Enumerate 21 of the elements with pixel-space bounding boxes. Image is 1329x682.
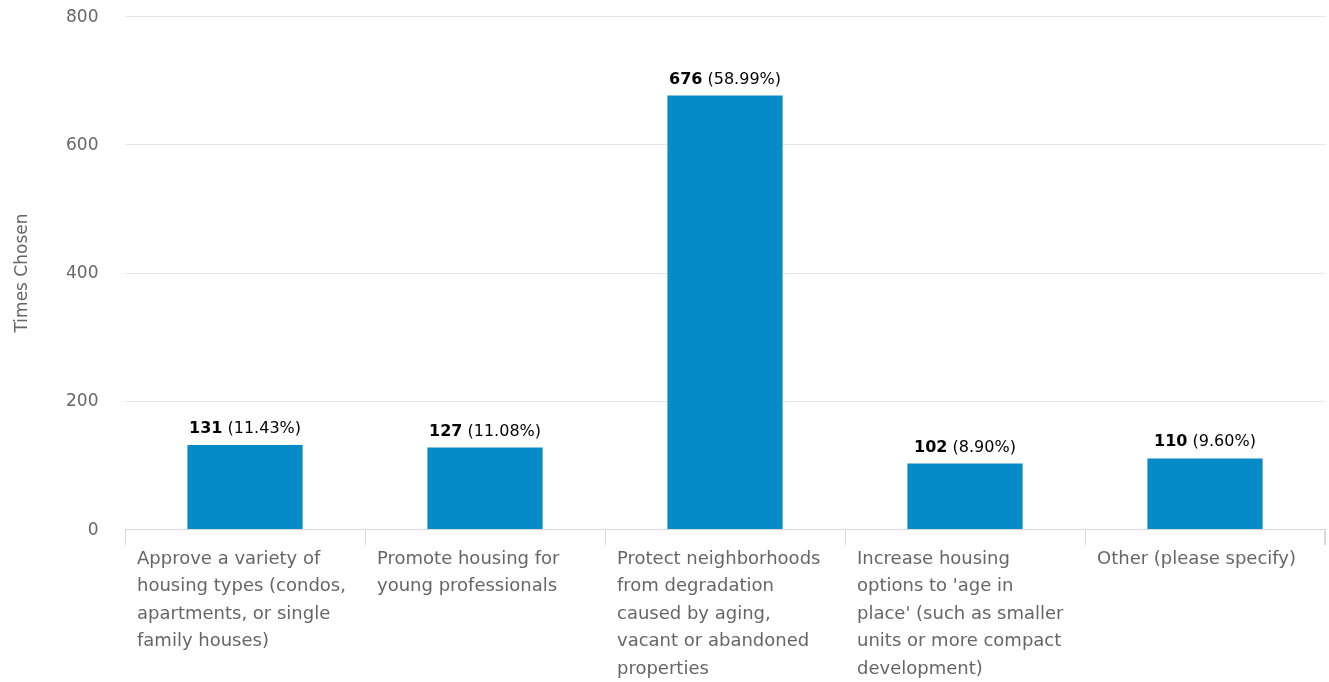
bar [907,463,1023,529]
x-tick-label: Promote housing for young professionals [377,546,561,595]
y-tick-label: 200 [66,390,99,411]
bar [667,95,783,529]
x-tick-label: Protect neighborhoods from degradation caused by aging, vacant or abandoned properties [617,546,821,678]
y-tick-label: 0 [87,518,99,539]
x-tick-label: Approve a variety of housing types (condos, apartments, or single family houses) [137,546,346,650]
x-tick-label: Increase housing options to 'age in place' (such as smaller units or more compact development) [857,546,1065,678]
y-tick-label: 400 [66,262,99,282]
bar [427,447,543,529]
x-tick-label: Other (please specify) [1097,546,1297,568]
y-axis-title: Times Chosen [11,213,32,334]
bar [187,445,303,529]
y-tick-label: 800 [66,5,99,26]
bar [1147,458,1263,529]
data-label: 676 (58.99%) [669,68,782,88]
data-label: 110 (9.60%) [1154,431,1256,451]
data-label: 131 (11.43%) [189,418,302,437]
y-tick-label: 600 [66,133,99,154]
data-label: 102 (8.90%) [914,436,1016,456]
data-label: 127 (11.08%) [429,420,542,440]
